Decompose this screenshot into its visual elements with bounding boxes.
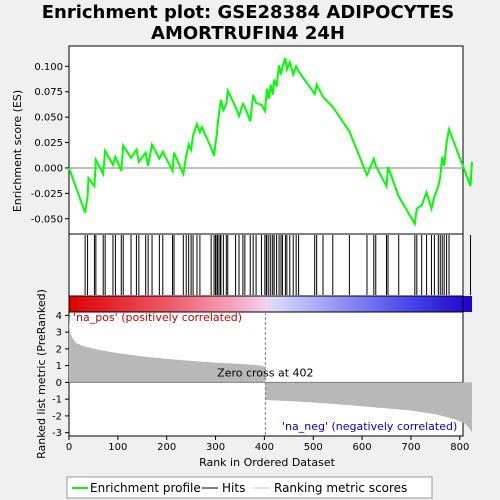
- hits-group: [84, 235, 472, 295]
- x-axis-label: Rank in Ordered Dataset: [199, 456, 336, 469]
- legend-box: [66, 476, 433, 499]
- ranking-metric-area: [69, 315, 472, 433]
- enrichment-profile-line: [68, 57, 473, 227]
- xtick-label: 100: [108, 442, 127, 453]
- xtick-label: 400: [255, 442, 274, 453]
- legend-enrichment-label: Enrichment profile: [90, 481, 201, 495]
- xtick-label: 200: [157, 442, 176, 453]
- metric-ytick-label: -2: [52, 411, 62, 422]
- es-ytick-label: 0.050: [34, 113, 63, 124]
- xtick-label: 800: [450, 442, 469, 453]
- es-ytick-label: 0.025: [34, 138, 63, 149]
- xtick-label: 300: [206, 442, 225, 453]
- metric-ytick-label: 4: [56, 311, 62, 322]
- es-ytick-label: 0.075: [34, 87, 63, 98]
- neg-correlated-label: 'na_neg' (negatively correlated): [282, 420, 457, 433]
- legend-hits-label: Hits: [222, 481, 245, 495]
- chart-title-line2: AMORTRUFIN4 24H: [151, 23, 345, 44]
- metric-ytick-label: 2: [56, 344, 62, 355]
- legend-metric-label: Ranking metric scores: [274, 481, 407, 495]
- es-ytick-label: -0.050: [31, 214, 63, 225]
- metric-y-axis-label: Ranked list metric (PreRanked): [35, 289, 48, 459]
- xtick-label: 500: [304, 442, 323, 453]
- x-axis: 0 100 200 300 400 500 600 700 800: [66, 436, 469, 453]
- xtick-label: 600: [353, 442, 372, 453]
- metric-ytick-label: 1: [56, 361, 62, 372]
- es-y-axis: -0.050 -0.025 0.000 0.025 0.050 0.075 0.100: [31, 62, 69, 225]
- es-ytick-label: 0.100: [34, 62, 63, 73]
- es-y-axis-label: Enrichment score (ES): [11, 90, 24, 212]
- zero-cross-label: Zero cross at 402: [217, 366, 313, 379]
- metric-ytick-label: -3: [52, 428, 62, 439]
- pos-correlated-label: 'na_pos' (positively correlated): [73, 311, 242, 324]
- chart-title-line1: Enrichment plot: GSE28384 ADIPOCYTES: [42, 2, 455, 23]
- ranking-color-bar: [69, 296, 472, 312]
- xtick-label: 0: [66, 442, 72, 453]
- es-ytick-label: -0.025: [31, 189, 63, 200]
- es-ytick-label: 0.000: [34, 163, 63, 174]
- metric-y-axis: -3 -2 -1 0 1 2 3 4: [52, 311, 69, 439]
- es-panel: [68, 45, 464, 235]
- metric-ytick-label: 0: [56, 378, 62, 389]
- metric-ytick-label: -1: [52, 395, 62, 406]
- xtick-label: 700: [401, 442, 420, 453]
- metric-ytick-label: 3: [56, 328, 62, 339]
